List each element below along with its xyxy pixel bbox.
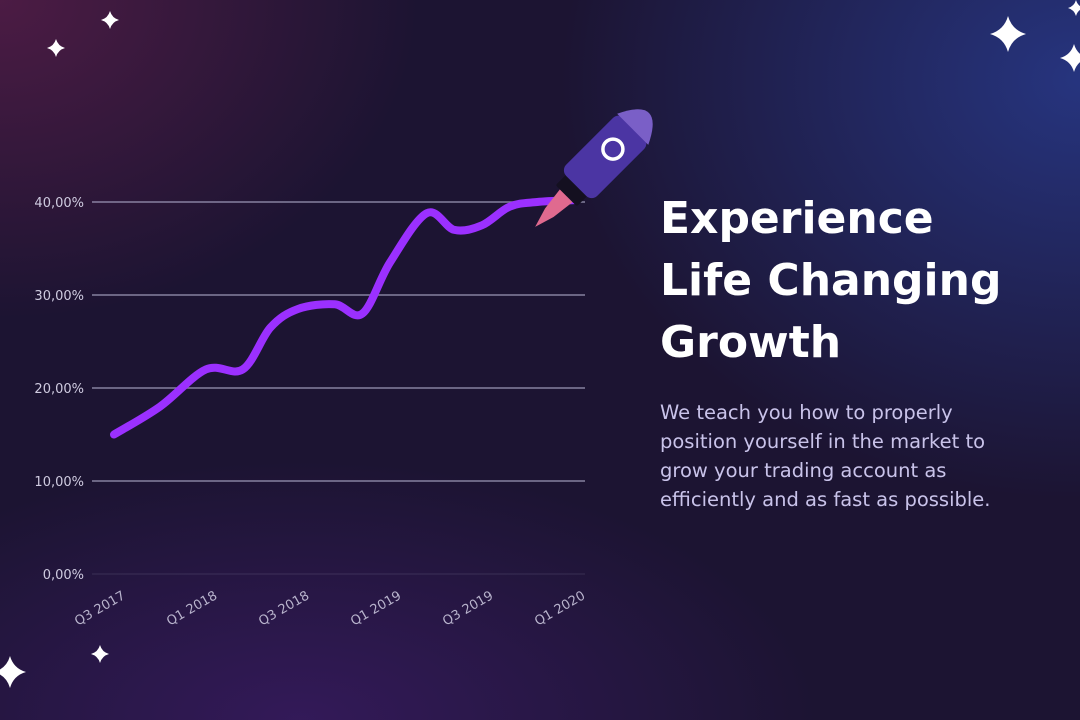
x-axis-ticks: Q3 2017 Q1 2018 Q3 2018 Q1 2019 Q3 2019 Q1 20… [72,588,588,629]
headline-line-2: Life Changing [660,255,1002,306]
y-tick-label: 10,00% [34,475,84,490]
sparkle-icon [0,656,26,688]
sparkle-icon [1060,44,1080,72]
sparkle-icon [101,11,119,29]
description-line-4: efficiently and as fast as possible. [660,488,991,511]
chart-gridlines [92,201,585,575]
y-tick-label: 40,00% [34,196,84,211]
y-axis-ticks: 0,00% 10,00% 20,00% 30,00% 40,00% [34,196,84,583]
rocket-nose [617,109,653,145]
x-tick-label: Q3 2017 [72,588,128,629]
rocket-nozzle [556,174,588,206]
sparkles-group [0,0,1080,688]
headline-line-3: Growth [660,317,842,368]
x-tick-label: Q1 2020 [532,588,588,629]
description-line-1: We teach you how to properly [660,401,953,424]
x-tick-label: Q3 2019 [440,588,496,629]
rocket-window [601,137,625,161]
sparkle-icon [990,16,1026,52]
y-tick-label: 0,00% [43,568,84,583]
rocket-flame [535,189,573,227]
sparkle-icon [91,645,109,663]
sparkle-icon [47,39,65,57]
description-line-2: position yourself in the market to [660,430,986,453]
y-tick-label: 20,00% [34,382,84,397]
growth-line [110,196,578,439]
headline-line-1: Experience [660,193,934,244]
rocket-icon [535,109,653,227]
description: We teach you how to properly position yo… [660,398,1070,514]
x-tick-label: Q1 2018 [164,588,220,629]
sparkle-icon [1068,0,1080,16]
description-line-3: grow your trading account as [660,459,947,482]
x-tick-label: Q1 2019 [348,588,404,629]
headline: Experience Life Changing Growth [660,188,1060,374]
y-tick-label: 30,00% [34,289,84,304]
x-tick-label: Q3 2018 [256,588,312,629]
